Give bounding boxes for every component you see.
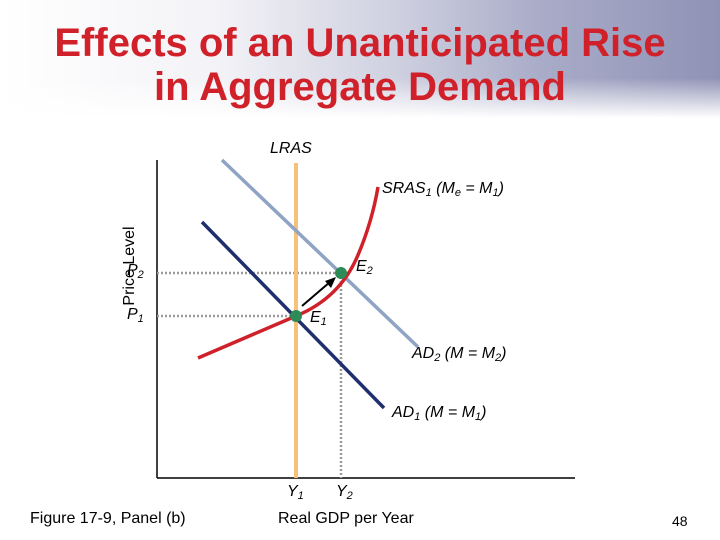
shift-arrow [301, 281, 331, 307]
p2-label: P2 [127, 262, 144, 281]
e2-point [335, 267, 347, 279]
sras-label-paren: (M [436, 180, 455, 197]
ad2-curve [220, 158, 420, 349]
e2-label-sub: 2 [366, 265, 373, 277]
y1-label-sub: 1 [297, 490, 304, 502]
slide-title-line-2: in Aggregate Demand [154, 65, 566, 109]
figure-caption: Figure 17-9, Panel (b) [30, 510, 186, 527]
title-banner [0, 0, 720, 118]
sras-label-sub: 1 [425, 187, 432, 199]
ad1-label: AD1 (M = M1) [392, 404, 487, 423]
y1-label-main: Y [287, 483, 298, 500]
e1-label: E1 [310, 309, 327, 328]
banner-fade [0, 78, 720, 118]
p2-label-sub: 2 [137, 269, 144, 281]
sras-curve [197, 186, 380, 360]
shift-arrow-head [325, 277, 336, 288]
p1-label-main: P [127, 306, 138, 323]
sras-label-close: ) [498, 180, 504, 197]
ad2-label: AD2 (M = M2) [412, 345, 507, 364]
e2-label: E2 [356, 258, 373, 277]
y1-label: Y1 [287, 483, 304, 502]
sras-label: SRAS1 (Me = M1) [382, 180, 504, 199]
p1-label-sub: 1 [137, 313, 144, 325]
x-axis-label: Real GDP per Year [278, 510, 414, 527]
e1-point [290, 310, 302, 322]
y2-label: Y2 [336, 483, 353, 502]
sras-label-eq-sub: 1 [492, 187, 499, 199]
ad1-label-sub: 1 [414, 411, 421, 423]
lras-label: LRAS [270, 140, 312, 157]
p1-label: P1 [127, 306, 144, 325]
sras-label-paren-sub: e [454, 187, 461, 199]
ad1-label-main: AD [392, 404, 415, 421]
ad1-label-paren-sub: 1 [475, 411, 482, 423]
e1-label-sub: 1 [320, 316, 327, 328]
y2-label-main: Y [336, 483, 347, 500]
ad1-label-paren: (M = M [420, 404, 476, 421]
page-number: 48 [672, 513, 688, 529]
sras-label-eq: = M [460, 180, 493, 197]
ad2-label-close: ) [501, 345, 507, 362]
y2-label-sub: 2 [346, 490, 353, 502]
ad2-label-paren: (M = M [440, 345, 496, 362]
ad2-label-paren-sub: 2 [495, 352, 502, 364]
p2-label-main: P [127, 262, 138, 279]
e2-label-main: E [356, 258, 367, 275]
slide-title-line-1: Effects of an Unanticipated Rise [54, 21, 666, 65]
ad1-label-close: ) [481, 404, 487, 421]
e1-label-main: E [310, 309, 321, 326]
ad2-label-main: AD [412, 345, 435, 362]
sras-label-main: SRAS [382, 180, 426, 197]
ad2-label-sub: 2 [434, 352, 441, 364]
